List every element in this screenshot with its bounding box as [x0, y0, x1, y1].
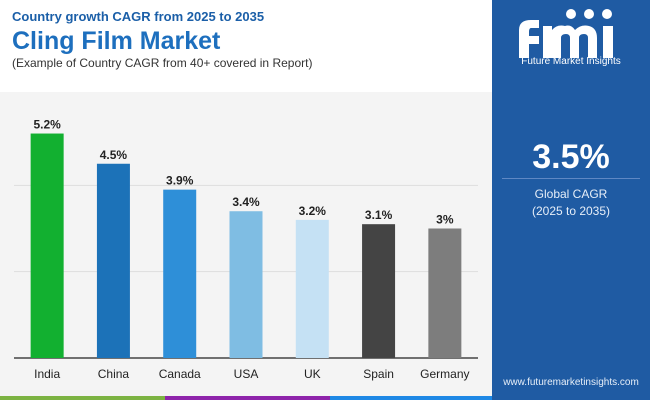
bar-germany	[428, 228, 462, 358]
data-label-uk: 3.2%	[299, 204, 327, 218]
chart-kicker: Country growth CAGR from 2025 to 2035	[12, 9, 265, 24]
data-label-china: 4.5%	[100, 148, 128, 162]
global-cagr-period: (2025 to 2035)	[531, 204, 611, 218]
x-tick-label-usa: USA	[234, 367, 259, 381]
x-tick-label-india: India	[34, 367, 60, 381]
global-cagr-value: 3.5%	[532, 138, 610, 176]
sidebar: Future Market Insights 3.5% Global CAGR …	[492, 0, 650, 400]
data-label-spain: 3.1%	[365, 208, 393, 222]
global-cagr-label: Global CAGR	[534, 187, 608, 201]
fmi-logo-icon	[519, 9, 613, 58]
bar-chart: 5.2% India 4.5% China 3.9% Canada 3.4% USA 3.2% U…	[14, 118, 478, 381]
chart-area: 5.2% India 4.5% China 3.9% Canada 3.4% USA 3.2% U…	[0, 92, 492, 400]
footer-strip-purple	[165, 396, 330, 400]
data-label-india: 5.2%	[33, 118, 61, 132]
chart-title: Cling Film Market	[12, 27, 221, 55]
bar-china	[96, 163, 130, 358]
bar-spain	[362, 224, 396, 358]
chart-header: Country growth CAGR from 2025 to 2035 Cl…	[0, 0, 492, 92]
x-tick-label-china: China	[98, 367, 130, 381]
bar-canada	[163, 189, 197, 358]
x-tick-label-spain: Spain	[363, 367, 394, 381]
data-label-usa: 3.4%	[232, 195, 260, 209]
bar-india	[30, 133, 64, 358]
x-tick-label-germany: Germany	[420, 367, 469, 381]
data-label-canada: 3.9%	[166, 174, 194, 188]
x-tick-label-canada: Canada	[159, 367, 201, 381]
bar-usa	[229, 211, 263, 358]
footer-strip-blue	[330, 396, 492, 400]
chart-subtitle: (Example of Country CAGR from 40+ covere…	[12, 56, 313, 70]
footer-strip-green	[0, 396, 165, 400]
brand-name: Future Market Insights	[521, 56, 621, 67]
bar-uk	[295, 219, 329, 358]
sidebar-divider	[502, 178, 640, 179]
x-tick-label-uk: UK	[304, 367, 321, 381]
website-url: www.futuremarketinsights.com	[503, 377, 639, 388]
data-label-germany: 3%	[436, 213, 454, 227]
